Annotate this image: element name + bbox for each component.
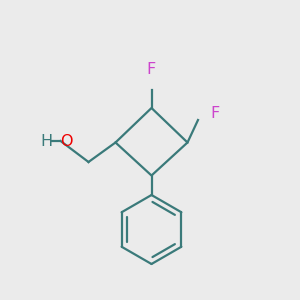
Text: F: F: [210, 106, 219, 122]
Text: F: F: [147, 61, 156, 76]
Text: O: O: [60, 134, 72, 148]
Text: H: H: [40, 134, 52, 148]
